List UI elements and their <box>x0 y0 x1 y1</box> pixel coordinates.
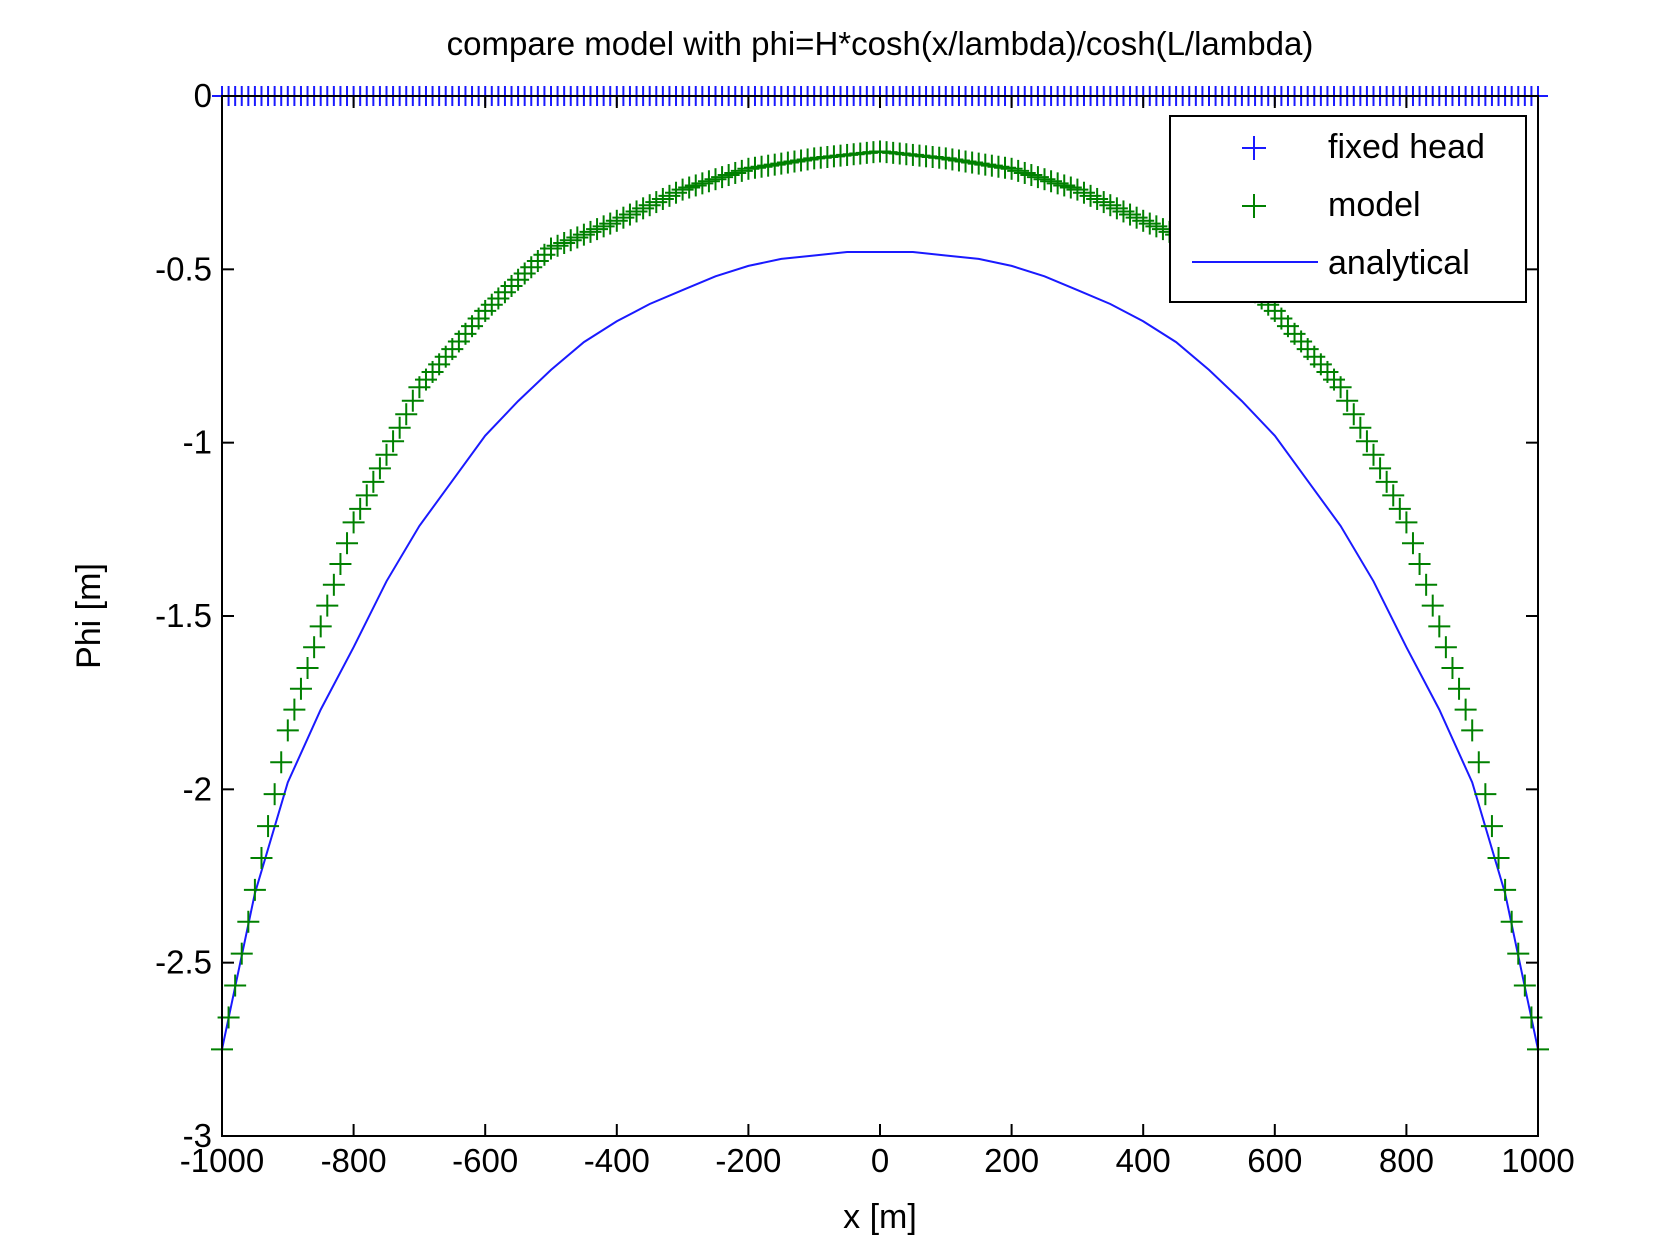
model-point <box>342 511 365 534</box>
model-point <box>230 942 253 965</box>
model-point <box>1454 698 1477 721</box>
model-point <box>1467 751 1490 774</box>
chart-title: compare model with phi=H*cosh(x/lambda)/… <box>447 25 1314 62</box>
legend: fixed head model analytical <box>1169 115 1527 303</box>
model-point <box>1375 470 1398 493</box>
model-point <box>1434 636 1457 659</box>
legend-label-analytical: analytical <box>1328 244 1470 282</box>
model-point <box>1480 815 1503 838</box>
x-tick-label: 600 <box>1247 1142 1302 1179</box>
model-point <box>1355 430 1378 453</box>
model-point <box>362 470 385 493</box>
model-point <box>382 430 405 453</box>
model-point <box>375 443 398 466</box>
model-point <box>1336 389 1359 412</box>
x-tick-label: 800 <box>1379 1142 1434 1179</box>
model-point <box>276 719 299 742</box>
model-point <box>237 910 260 933</box>
model-point <box>1428 615 1451 638</box>
x-tick-label: -800 <box>321 1142 387 1179</box>
model-point <box>309 615 332 638</box>
model-point <box>1329 376 1352 399</box>
x-axis: -1000 -800 -600 -400 -200 0 200 400 600 800 1000 <box>180 96 1575 1179</box>
y-axis-label: Phi [m] <box>70 563 108 669</box>
model-point <box>283 698 306 721</box>
legend-fixed-head-marker <box>1242 136 1266 160</box>
model-point <box>1408 553 1431 575</box>
x-tick-label: -200 <box>715 1142 781 1179</box>
model-point <box>1388 497 1411 520</box>
x-tick-label: 400 <box>1116 1142 1171 1179</box>
legend-model-marker <box>1242 194 1266 218</box>
model-point <box>289 677 312 700</box>
model-point <box>250 846 273 869</box>
model-point <box>257 815 280 838</box>
model-point <box>1461 719 1484 742</box>
model-point <box>1401 532 1424 555</box>
model-point <box>401 389 424 412</box>
model-point <box>1421 594 1444 617</box>
model-point <box>1349 416 1372 439</box>
model-point <box>303 636 326 659</box>
model-point <box>296 657 319 679</box>
model-point <box>329 553 352 575</box>
model-point <box>1415 573 1438 596</box>
model-point <box>1441 657 1464 679</box>
y-tick-label: -3 <box>183 1117 212 1154</box>
model-point <box>1395 511 1418 534</box>
model-point <box>1382 484 1405 507</box>
model-point <box>1342 403 1365 426</box>
model-point <box>1487 846 1510 869</box>
legend-label-fixed-head: fixed head <box>1328 128 1485 166</box>
model-point <box>1474 783 1497 806</box>
model-point <box>1507 942 1530 965</box>
model-point <box>224 974 247 997</box>
model-point <box>263 783 286 806</box>
model-point <box>1448 677 1471 700</box>
y-tick-label: -0.5 <box>155 250 212 287</box>
y-tick-label: 0 <box>194 77 212 114</box>
analytical-line <box>221 251 1539 1050</box>
x-tick-label: 1000 <box>1501 1142 1574 1179</box>
model-point <box>368 457 391 480</box>
model-point <box>243 878 266 901</box>
x-tick-label: -600 <box>452 1142 518 1179</box>
y-tick-label: -1.5 <box>155 597 212 634</box>
x-tick-label: -1000 <box>180 1142 264 1179</box>
legend-fixed-head-plus <box>1242 136 1266 160</box>
x-axis-label: x [m] <box>843 1198 917 1236</box>
model-point <box>349 497 372 520</box>
legend-model-plus <box>1242 194 1266 218</box>
model-point <box>336 532 359 555</box>
x-tick-label: 0 <box>871 1142 889 1179</box>
legend-label-model: model <box>1328 186 1421 224</box>
legend-box <box>1169 115 1527 303</box>
model-point <box>316 594 339 617</box>
y-axis: 0 -0.5 -1 -1.5 -2 -2.5 -3 <box>155 77 1538 1154</box>
y-tick-label: -2.5 <box>155 944 212 981</box>
x-tick-label: -400 <box>584 1142 650 1179</box>
model-point <box>1362 443 1385 466</box>
model-point <box>355 484 378 507</box>
y-tick-label: -1 <box>183 424 212 461</box>
model-point <box>322 573 345 596</box>
model-point <box>1369 457 1392 480</box>
model-point <box>1513 974 1536 997</box>
model-point <box>1494 878 1517 901</box>
model-point <box>395 403 418 426</box>
model-markers <box>211 140 1549 1061</box>
x-tick-label: 200 <box>984 1142 1039 1179</box>
model-point <box>270 751 293 774</box>
model-point <box>388 416 411 439</box>
y-tick-label: -2 <box>183 770 212 807</box>
model-point <box>1500 910 1523 933</box>
